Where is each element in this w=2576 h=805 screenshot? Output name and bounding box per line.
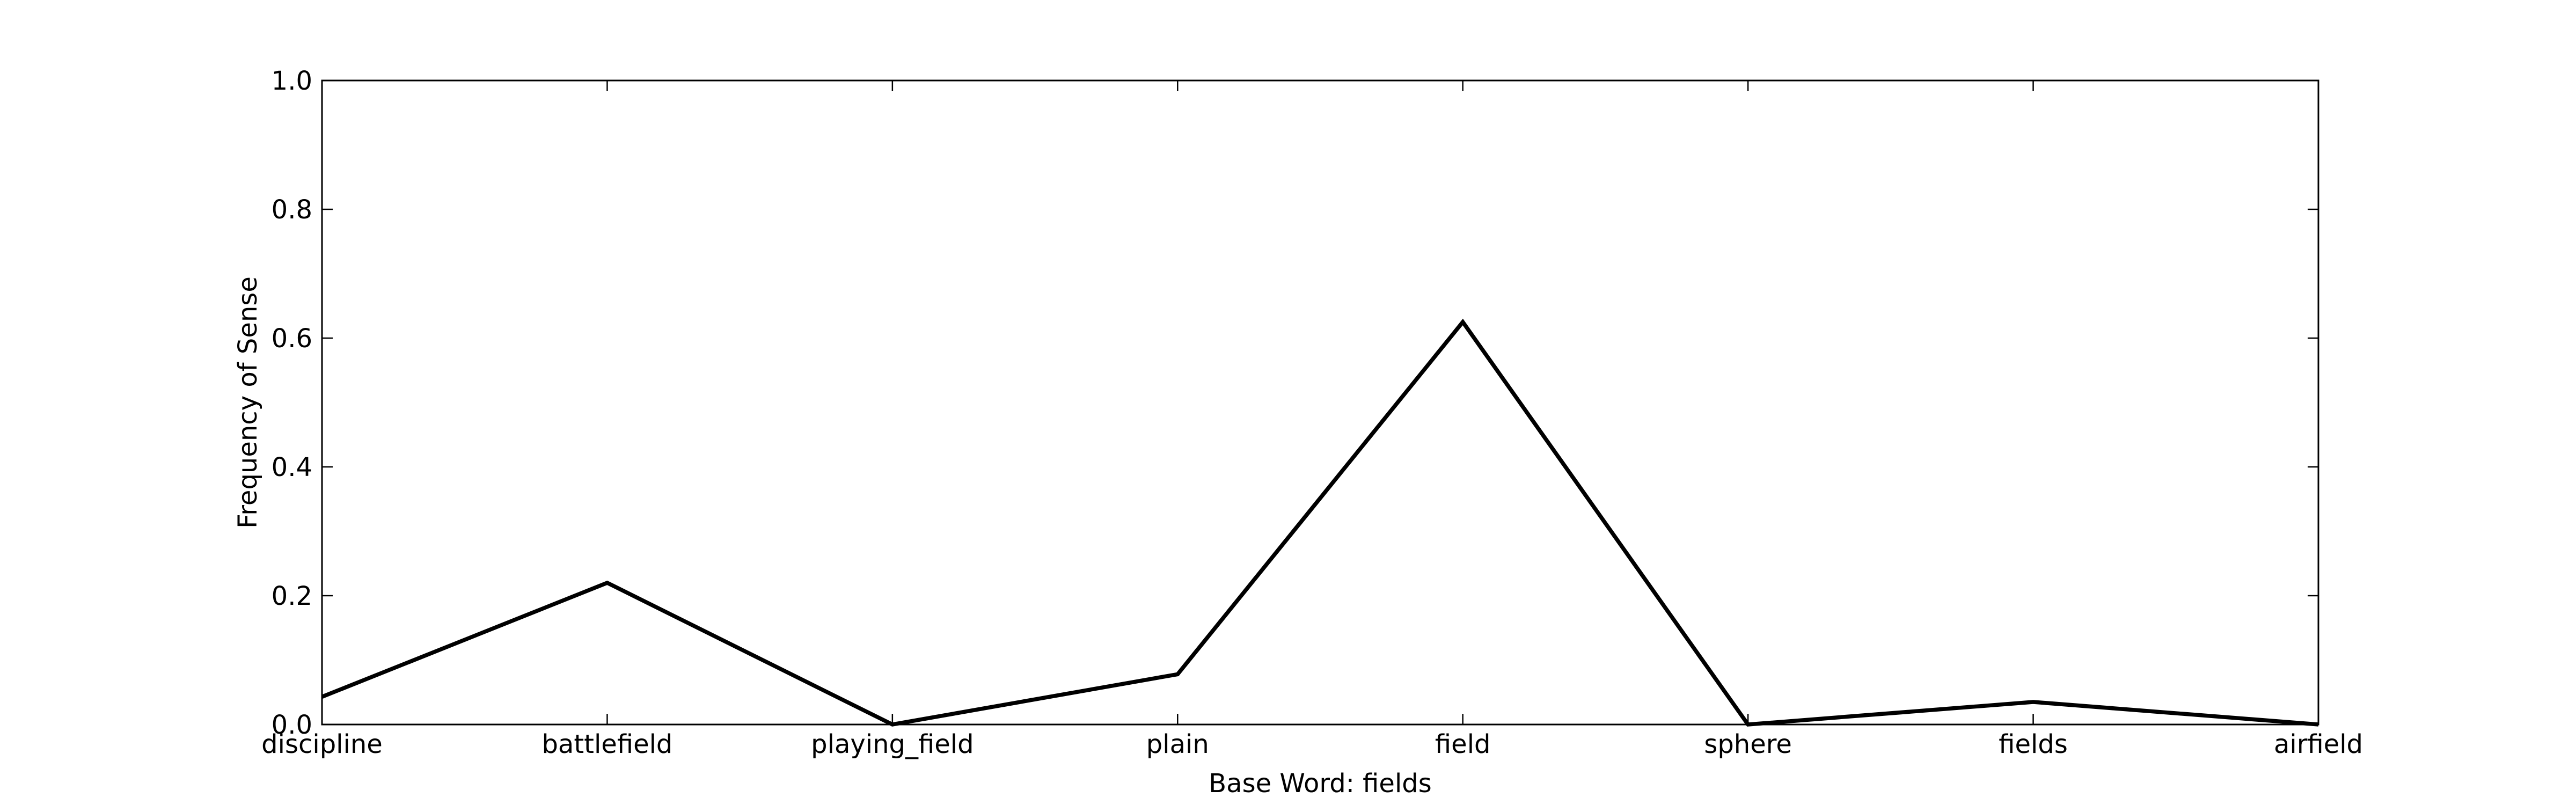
x-tick-label: plain — [1146, 729, 1209, 759]
plot-frame — [321, 79, 2319, 726]
x-tick-label: sphere — [1704, 729, 1792, 759]
y-tick-labels: 0.0 0.2 0.4 0.6 0.8 1.0 — [272, 66, 312, 740]
x-tick-label: discipline — [261, 729, 383, 759]
x-axis-label: Base Word: fields — [1209, 769, 1432, 799]
y-tick-label: 0.0 — [272, 710, 312, 740]
ticks-layer — [321, 79, 2319, 726]
series-line-0 — [321, 318, 2319, 727]
y-tick-label: 0.4 — [272, 452, 312, 482]
y-tick-label: 0.6 — [272, 324, 312, 354]
x-tick-label: playing_field — [811, 729, 974, 759]
y-axis-label: Frequency of Sense — [233, 276, 263, 529]
x-tick-label: battlefield — [541, 729, 672, 759]
x-tick-labels: discipline battlefield playing_field plain f… — [261, 729, 2363, 759]
y-tick-label: 0.8 — [272, 195, 312, 225]
series-layer — [321, 318, 2319, 727]
x-tick-label: fields — [1999, 729, 2068, 759]
x-tick-label: airfield — [2274, 729, 2363, 759]
y-tick-label: 1.0 — [272, 66, 312, 96]
y-tick-label: 0.2 — [272, 581, 312, 611]
x-tick-label: field — [1435, 729, 1491, 759]
